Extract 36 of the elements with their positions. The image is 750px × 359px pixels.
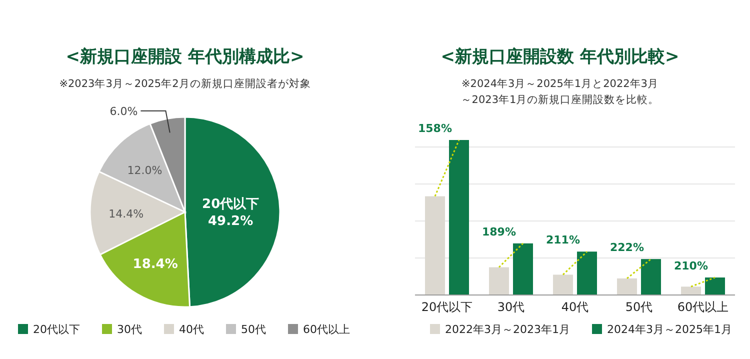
bar bbox=[617, 278, 637, 295]
x-tick-label: 60代以上 bbox=[677, 300, 729, 314]
annotation: 211% bbox=[546, 234, 580, 247]
annotation: 210% bbox=[674, 259, 708, 272]
bar bbox=[553, 274, 573, 295]
x-tick-label: 40代 bbox=[561, 300, 589, 314]
x-tick-label: 30代 bbox=[497, 300, 525, 314]
legend-label: 60代以上 bbox=[303, 323, 350, 336]
chart-title: <新規口座開設数 年代別比較> bbox=[440, 47, 680, 67]
legend-label: 2024年3月～2025年1月 bbox=[607, 323, 732, 336]
bar bbox=[425, 196, 445, 295]
legend-label: 30代 bbox=[117, 323, 142, 336]
bar bbox=[449, 140, 469, 295]
data-label: 20代以下 49.2% bbox=[202, 196, 260, 229]
legend-label: 20代以下 bbox=[33, 323, 80, 336]
bar bbox=[641, 259, 661, 295]
chart-subtitle: ※2023年3月～2025年2月の新規口座開設者が対象 bbox=[58, 77, 312, 92]
x-tick-label: 20代以下 bbox=[421, 300, 473, 314]
annotation: 222% bbox=[610, 241, 644, 254]
legend-label: 2022年3月～2023年1月 bbox=[445, 323, 570, 336]
legend-label: 50代 bbox=[241, 323, 266, 336]
bar bbox=[577, 252, 597, 295]
data-label: 12.0% bbox=[127, 164, 162, 178]
data-label: 6.0% bbox=[110, 104, 138, 118]
bar bbox=[489, 267, 509, 295]
bar bbox=[513, 243, 533, 295]
annotation: 189% bbox=[482, 225, 516, 238]
annotation: 158% bbox=[418, 122, 452, 135]
data-label: 14.4% bbox=[108, 208, 144, 221]
x-tick-label: 50代 bbox=[625, 300, 653, 314]
chart-title: <新規口座開設 年代別構成比> bbox=[66, 47, 304, 67]
bar bbox=[705, 277, 725, 295]
legend-label: 40代 bbox=[179, 323, 204, 336]
chart-subtitle: ※2024年3月～2025年1月と2022年3月～2023年1月の新規口座開設数を比較。 bbox=[460, 77, 660, 108]
data-label: 18.4% bbox=[132, 256, 178, 272]
bar bbox=[681, 286, 701, 295]
